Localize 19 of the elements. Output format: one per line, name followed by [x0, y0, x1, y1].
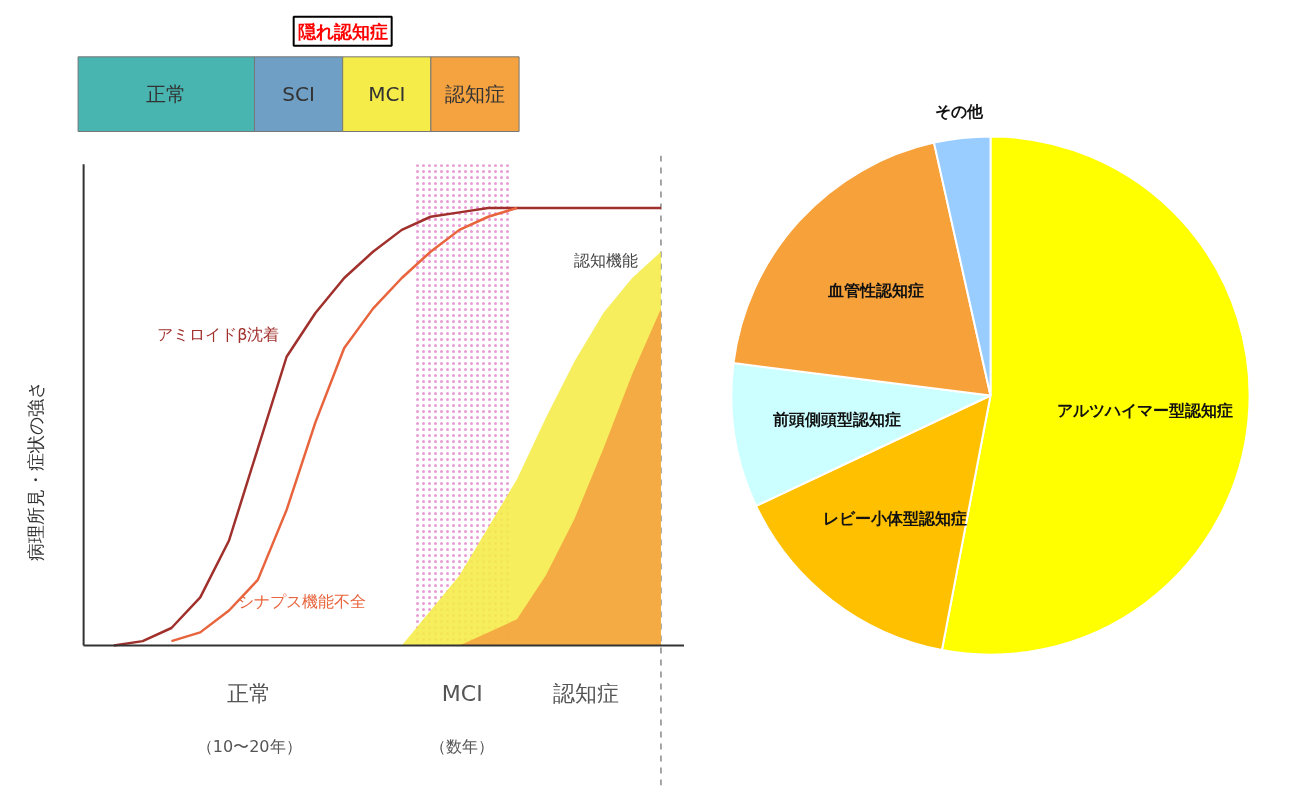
- series-label: アミロイドβ沈着: [157, 325, 280, 345]
- slice-label: 前頭側頭型認知症: [771, 410, 901, 430]
- slice-label: レビー小体型認知症: [823, 509, 968, 529]
- series-label: シナプス機能不全: [237, 592, 366, 612]
- category-label: 認知症: [444, 82, 505, 107]
- slice-label: 血管性認知症: [826, 281, 924, 301]
- text: （数年）: [430, 736, 495, 756]
- slice-label: アルツハイマー型認知症: [1057, 400, 1234, 420]
- category-label: MCI: [368, 82, 406, 107]
- series-label: 認知機能: [573, 251, 638, 270]
- text: 認知症: [553, 681, 620, 707]
- text: （10〜20年）: [196, 736, 302, 756]
- slice-label: その他: [935, 101, 985, 121]
- category-label: 正常: [146, 82, 187, 107]
- text: 隠れ認知症: [297, 20, 388, 42]
- text: MCI: [441, 681, 483, 707]
- text: 正常: [227, 681, 272, 707]
- y-axis-title: 病理所見・症状の強さ: [24, 380, 46, 561]
- category-label: SCI: [282, 82, 315, 107]
